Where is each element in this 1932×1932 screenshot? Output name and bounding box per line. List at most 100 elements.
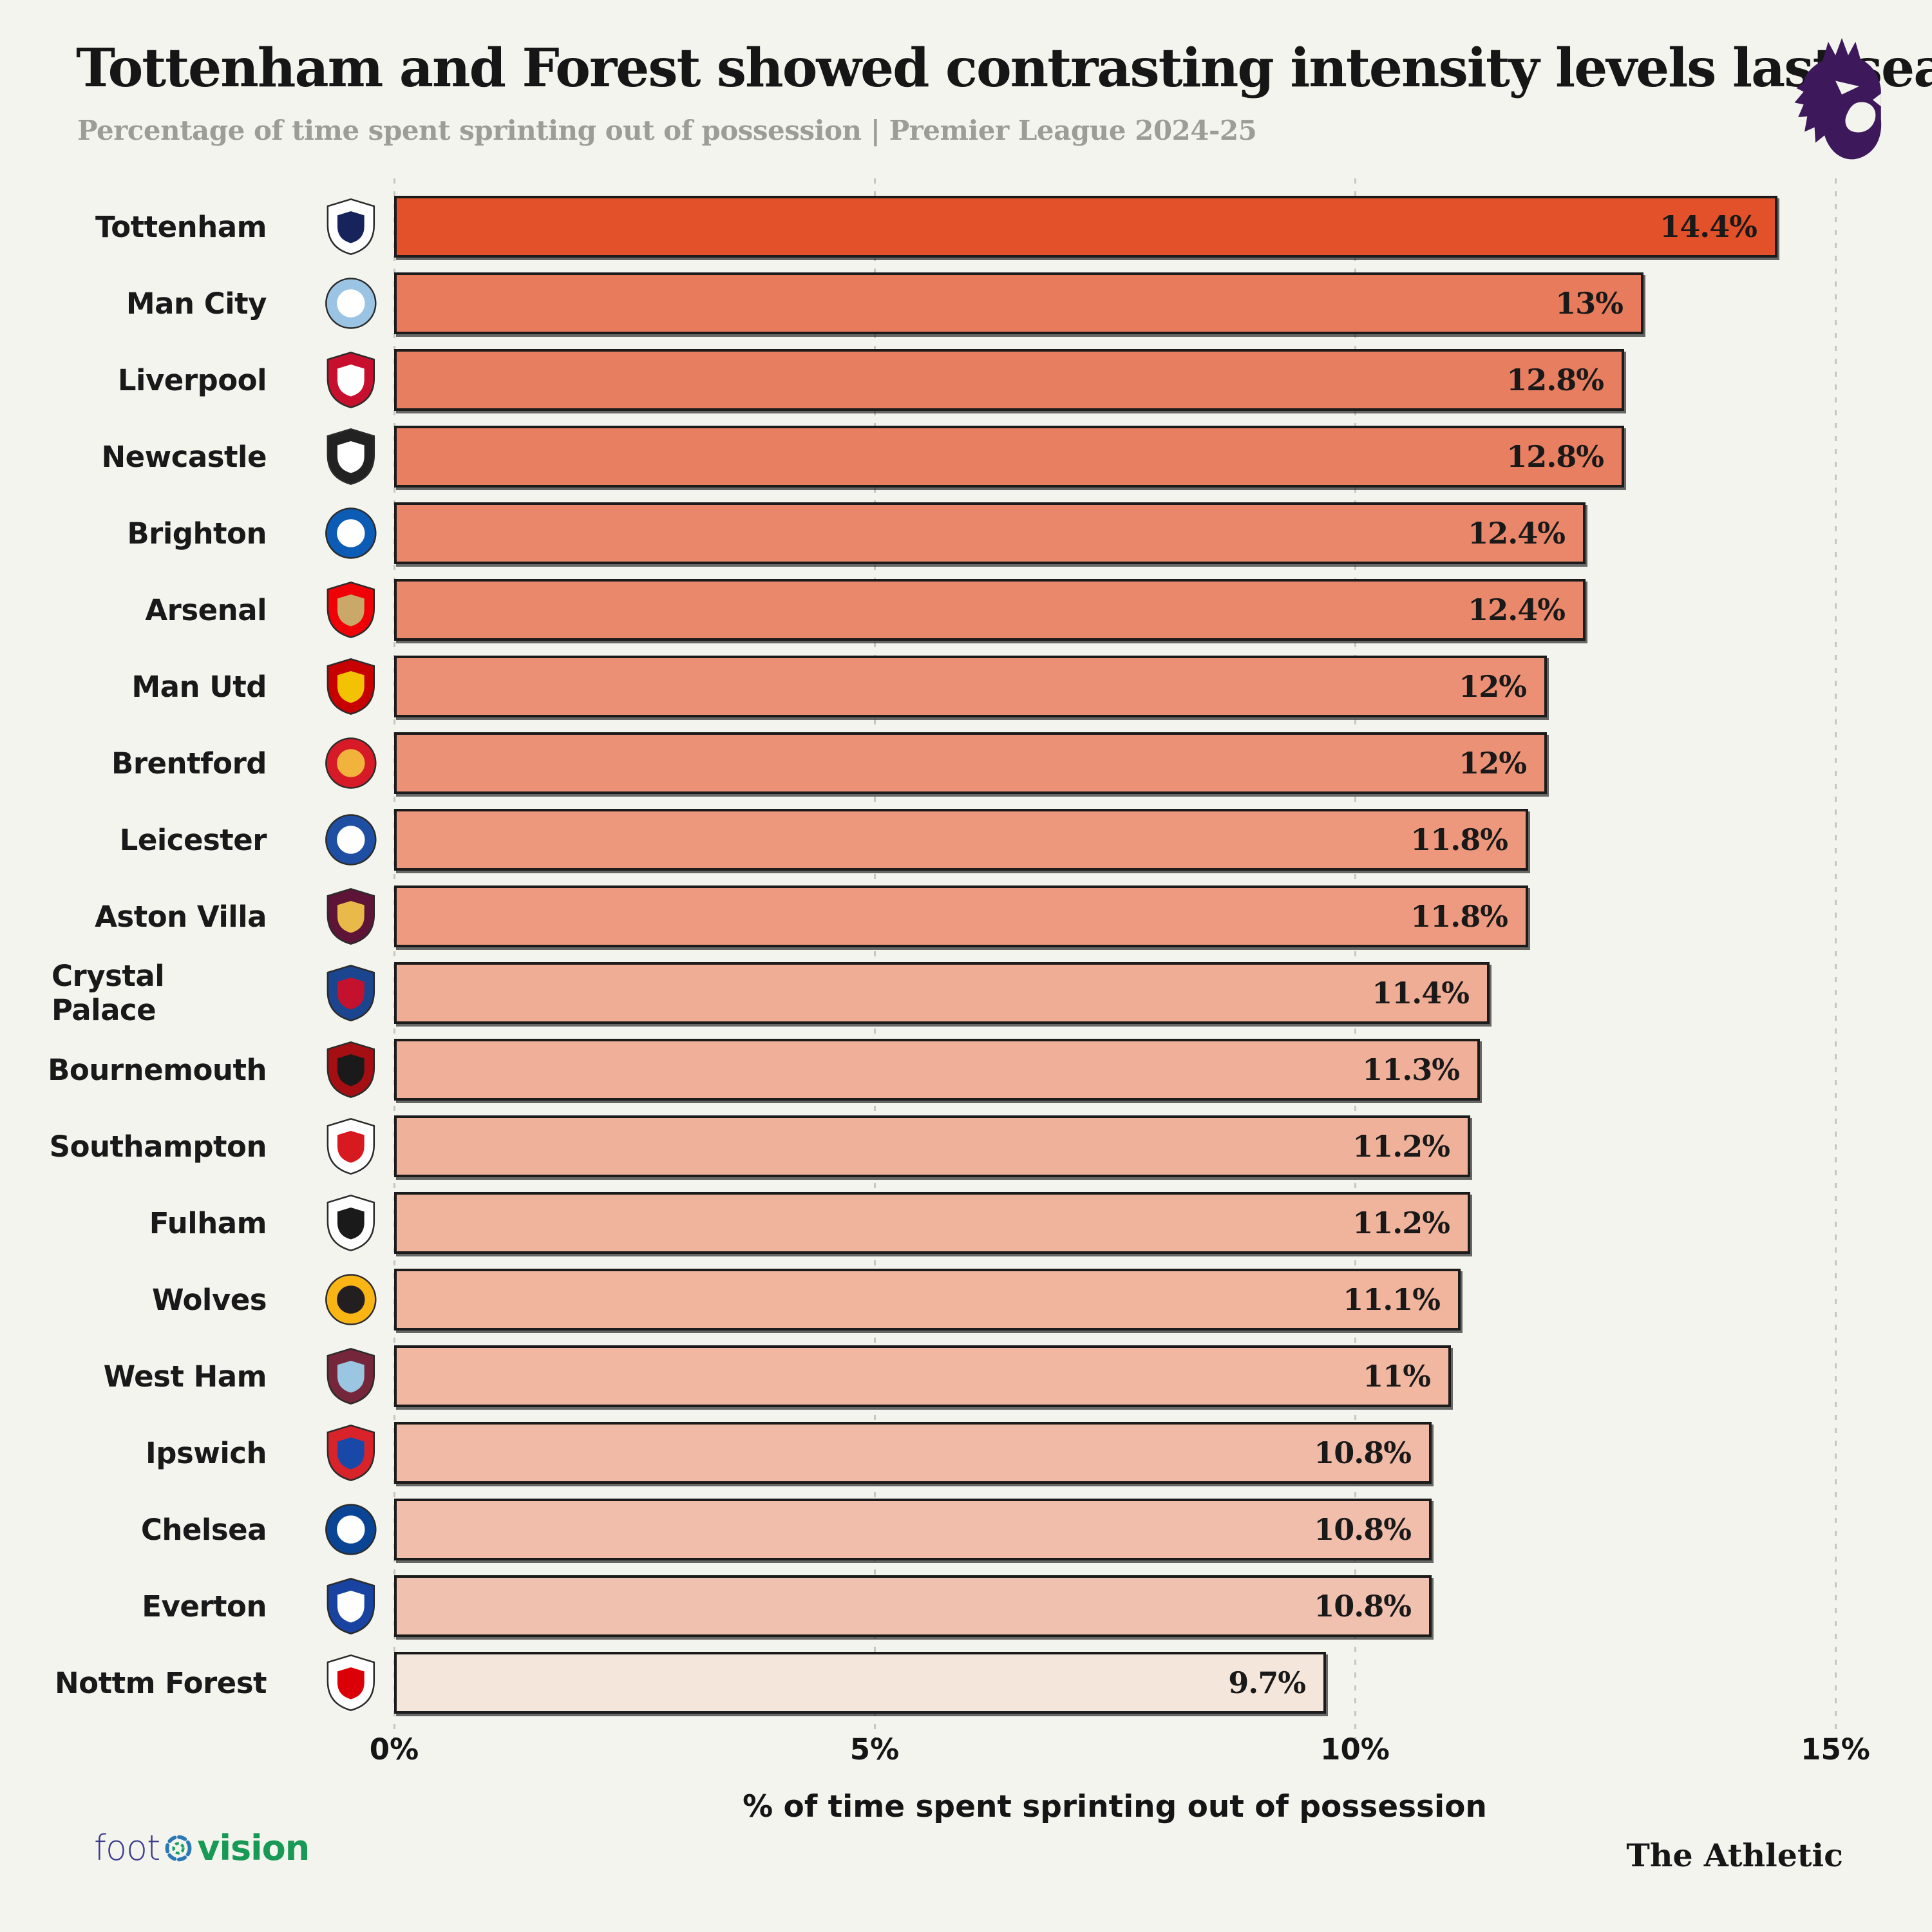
bar-value-label: 11.1% (1343, 1282, 1441, 1317)
dashed-circle-o-icon (162, 1832, 194, 1864)
footovision-logo-text-vision: vision (197, 1828, 310, 1868)
bar: 12% (394, 656, 1547, 717)
bar-value-label: 12% (1459, 746, 1527, 781)
lion-muzzle (1845, 102, 1876, 133)
bar-value-label: 12.4% (1468, 592, 1566, 627)
team-name-label: Man City (126, 286, 267, 321)
club-crest-icon (320, 656, 382, 717)
club-crest-icon (320, 272, 382, 334)
the-athletic-brand: The Athletic (1626, 1837, 1843, 1874)
club-crest-icon (320, 349, 382, 411)
bar-value-label: 14.4% (1660, 209, 1757, 244)
x-axis-tick-label: 10% (1320, 1732, 1390, 1766)
lion-crown (1823, 38, 1861, 61)
bar-value-label: 12.8% (1506, 363, 1604, 397)
bar: 10.8% (394, 1422, 1432, 1484)
x-axis-tick-label: 0% (369, 1732, 419, 1766)
bar: 12.4% (394, 502, 1586, 564)
gridline (1354, 178, 1356, 1743)
team-name-label: Tottenham (95, 209, 267, 244)
chart-row: Brentford 12% (0, 732, 1932, 794)
bar: 12% (394, 732, 1547, 794)
chart-row: Everton 10.8% (0, 1575, 1932, 1637)
club-crest-icon (320, 1115, 382, 1177)
bar: 12.8% (394, 349, 1624, 411)
club-crest-icon (320, 1652, 382, 1714)
chart-row: Bournemouth 11.3% (0, 1039, 1932, 1101)
lion-eye (1835, 80, 1859, 95)
team-name-label: Crystal Palace (52, 959, 165, 1027)
club-crest-icon (320, 196, 382, 258)
team-name-label: Brighton (127, 516, 267, 551)
gridline (873, 178, 876, 1743)
bar: 11.4% (394, 962, 1490, 1024)
club-crest-icon (320, 886, 382, 947)
bar-value-label: 11.8% (1410, 822, 1508, 857)
bar-value-label: 11.8% (1410, 899, 1508, 934)
club-crest-icon (320, 1039, 382, 1101)
chart-row: Crystal Palace 11.4% (0, 959, 1932, 1027)
bar-value-label: 11.2% (1352, 1206, 1450, 1240)
footovision-logo: foot vision (94, 1828, 310, 1868)
chart-row: Fulham 11.2% (0, 1192, 1932, 1254)
team-name-label: Southampton (49, 1129, 267, 1164)
bar-value-label: 9.7% (1228, 1665, 1306, 1700)
club-crest-icon (320, 579, 382, 641)
bar-value-label: 11.2% (1352, 1129, 1450, 1164)
bar: 11.8% (394, 886, 1528, 947)
team-name-label: Arsenal (145, 592, 267, 627)
team-name-label: Nottm Forest (55, 1665, 267, 1700)
club-crest-icon (320, 809, 382, 871)
gridline (1834, 178, 1837, 1743)
bar-value-label: 10.8% (1314, 1589, 1412, 1624)
footovision-logo-text-foot: foot (94, 1828, 160, 1868)
chart-row: West Ham 11% (0, 1345, 1932, 1407)
bar: 11.1% (394, 1269, 1461, 1331)
club-crest-icon (320, 1345, 382, 1407)
bar: 11.2% (394, 1192, 1470, 1254)
x-axis-tick-label: 15% (1801, 1732, 1870, 1766)
bar: 11.8% (394, 809, 1528, 871)
team-name-label: West Ham (103, 1359, 267, 1394)
bar: 9.7% (394, 1652, 1326, 1714)
team-name-label: Fulham (149, 1206, 267, 1240)
chart-row: Man Utd 12% (0, 656, 1932, 717)
chart-row: Tottenham 14.4% (0, 196, 1932, 258)
chart-row: Southampton 11.2% (0, 1115, 1932, 1177)
club-crest-icon (320, 426, 382, 488)
bar: 10.8% (394, 1575, 1432, 1637)
team-name-label: Wolves (151, 1282, 267, 1317)
chart-row: Leicester 11.8% (0, 809, 1932, 871)
club-crest-icon (320, 962, 382, 1024)
team-name-label: Man Utd (131, 669, 267, 704)
team-name-label: Aston Villa (95, 899, 267, 934)
club-crest-icon (320, 1499, 382, 1560)
club-crest-icon (320, 1269, 382, 1331)
chart-row: Brighton 12.4% (0, 502, 1932, 564)
chart-title: Tottenham and Forest showed contrasting … (76, 37, 1932, 99)
bar-value-label: 10.8% (1314, 1435, 1412, 1470)
x-axis-title: % of time spent sprinting out of possess… (743, 1789, 1487, 1824)
bar: 14.4% (394, 196, 1777, 258)
team-name-label: Brentford (111, 746, 267, 781)
chart-row: Ipswich 10.8% (0, 1422, 1932, 1484)
bar-value-label: 11% (1363, 1359, 1431, 1394)
team-name-label: Liverpool (117, 363, 267, 397)
gridline (393, 178, 395, 1743)
club-crest-icon (320, 732, 382, 794)
chart-row: Chelsea 10.8% (0, 1499, 1932, 1560)
team-name-label: Ipswich (146, 1435, 267, 1470)
chart-row: Newcastle 12.8% (0, 426, 1932, 488)
bar-value-label: 11.4% (1372, 976, 1470, 1010)
bar: 12.4% (394, 579, 1586, 641)
chart-row: Arsenal 12.4% (0, 579, 1932, 641)
chart-subtitle: Percentage of time spent sprinting out o… (77, 115, 1257, 146)
bar: 12.8% (394, 426, 1624, 488)
bar-value-label: 10.8% (1314, 1512, 1412, 1547)
club-crest-icon (320, 1575, 382, 1637)
bar: 10.8% (394, 1499, 1432, 1560)
chart-row: Aston Villa 11.8% (0, 886, 1932, 947)
premier-league-lion-logo (1792, 33, 1892, 170)
club-crest-icon (320, 1422, 382, 1484)
